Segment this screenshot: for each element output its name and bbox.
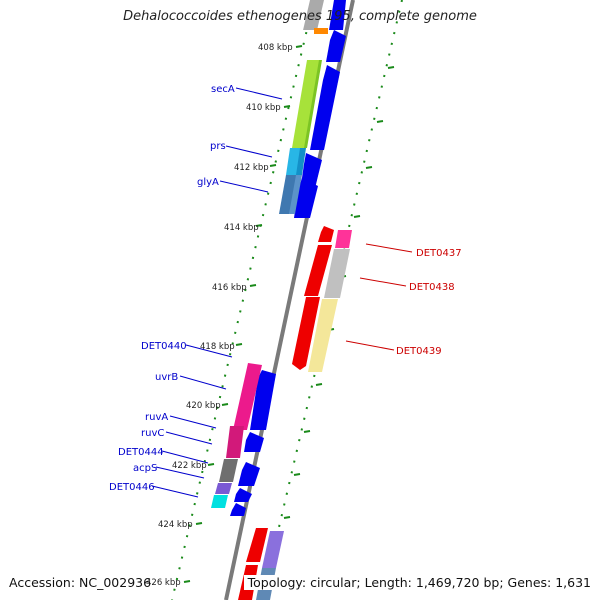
topology-text: Topology: circular; Length: 1,469,720 bp… [243, 575, 591, 590]
tick-420: 420 kbp [186, 401, 221, 411]
tick-424: 424 kbp [158, 520, 193, 530]
gene-label-secA: secA [211, 84, 235, 95]
gene-label-prs: prs [210, 141, 226, 152]
function-color-bars [211, 0, 324, 508]
map-title: Dehalococcoides ethenogenes 195, complet… [123, 9, 477, 24]
gene-label-DET0439: DET0439 [396, 346, 442, 357]
tick-408: 408 kbp [258, 43, 293, 53]
forward-strand-genes[interactable] [230, 0, 346, 516]
gene-label-DET0437: DET0437 [416, 248, 462, 259]
tick-426: 426 kbp [146, 578, 181, 588]
kbp-tick-labels: 408 kbp 410 kbp 412 kbp 414 kbp 416 kbp … [146, 43, 293, 588]
accession-text: Accession: NC_002936 [9, 575, 152, 590]
gene-label-ruvA: ruvA [145, 412, 168, 423]
gene-names-right: DET0437 DET0438 DET0439 [396, 248, 462, 357]
tick-412: 412 kbp [234, 163, 269, 173]
right-gene-connectors [345, 243, 413, 351]
gene-names-left: secA prs glyA DET0440 uvrB ruvA ruvC DET… [109, 84, 235, 493]
gc-dotted-lines [171, 0, 403, 600]
tick-410: 410 kbp [246, 103, 281, 113]
tick-414: 414 kbp [224, 223, 259, 233]
top-partial-bar [314, 28, 328, 34]
gene-label-DET0446: DET0446 [109, 482, 155, 493]
gene-label-uvrB: uvrB [155, 372, 178, 383]
reverse-strand-genes[interactable] [238, 226, 334, 600]
gene-label-ruvC: ruvC [141, 428, 164, 439]
gene-label-acpS: acpS [133, 463, 157, 474]
reverse-function-bars [256, 230, 352, 600]
left-gene-labels [151, 87, 283, 498]
gene-label-DET0438: DET0438 [409, 282, 455, 293]
tick-416: 416 kbp [212, 283, 247, 293]
tick-422: 422 kbp [172, 461, 207, 471]
gene-label-DET0444: DET0444 [118, 447, 164, 458]
tick-418: 418 kbp [200, 342, 235, 352]
gene-label-DET0440: DET0440 [141, 341, 187, 352]
gene-label-glyA: glyA [197, 177, 219, 188]
